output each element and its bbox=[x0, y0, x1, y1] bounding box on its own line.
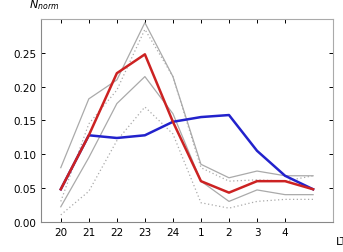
Text: $N_{norm}$: $N_{norm}$ bbox=[29, 0, 60, 12]
Text: LT: LT bbox=[335, 236, 343, 246]
